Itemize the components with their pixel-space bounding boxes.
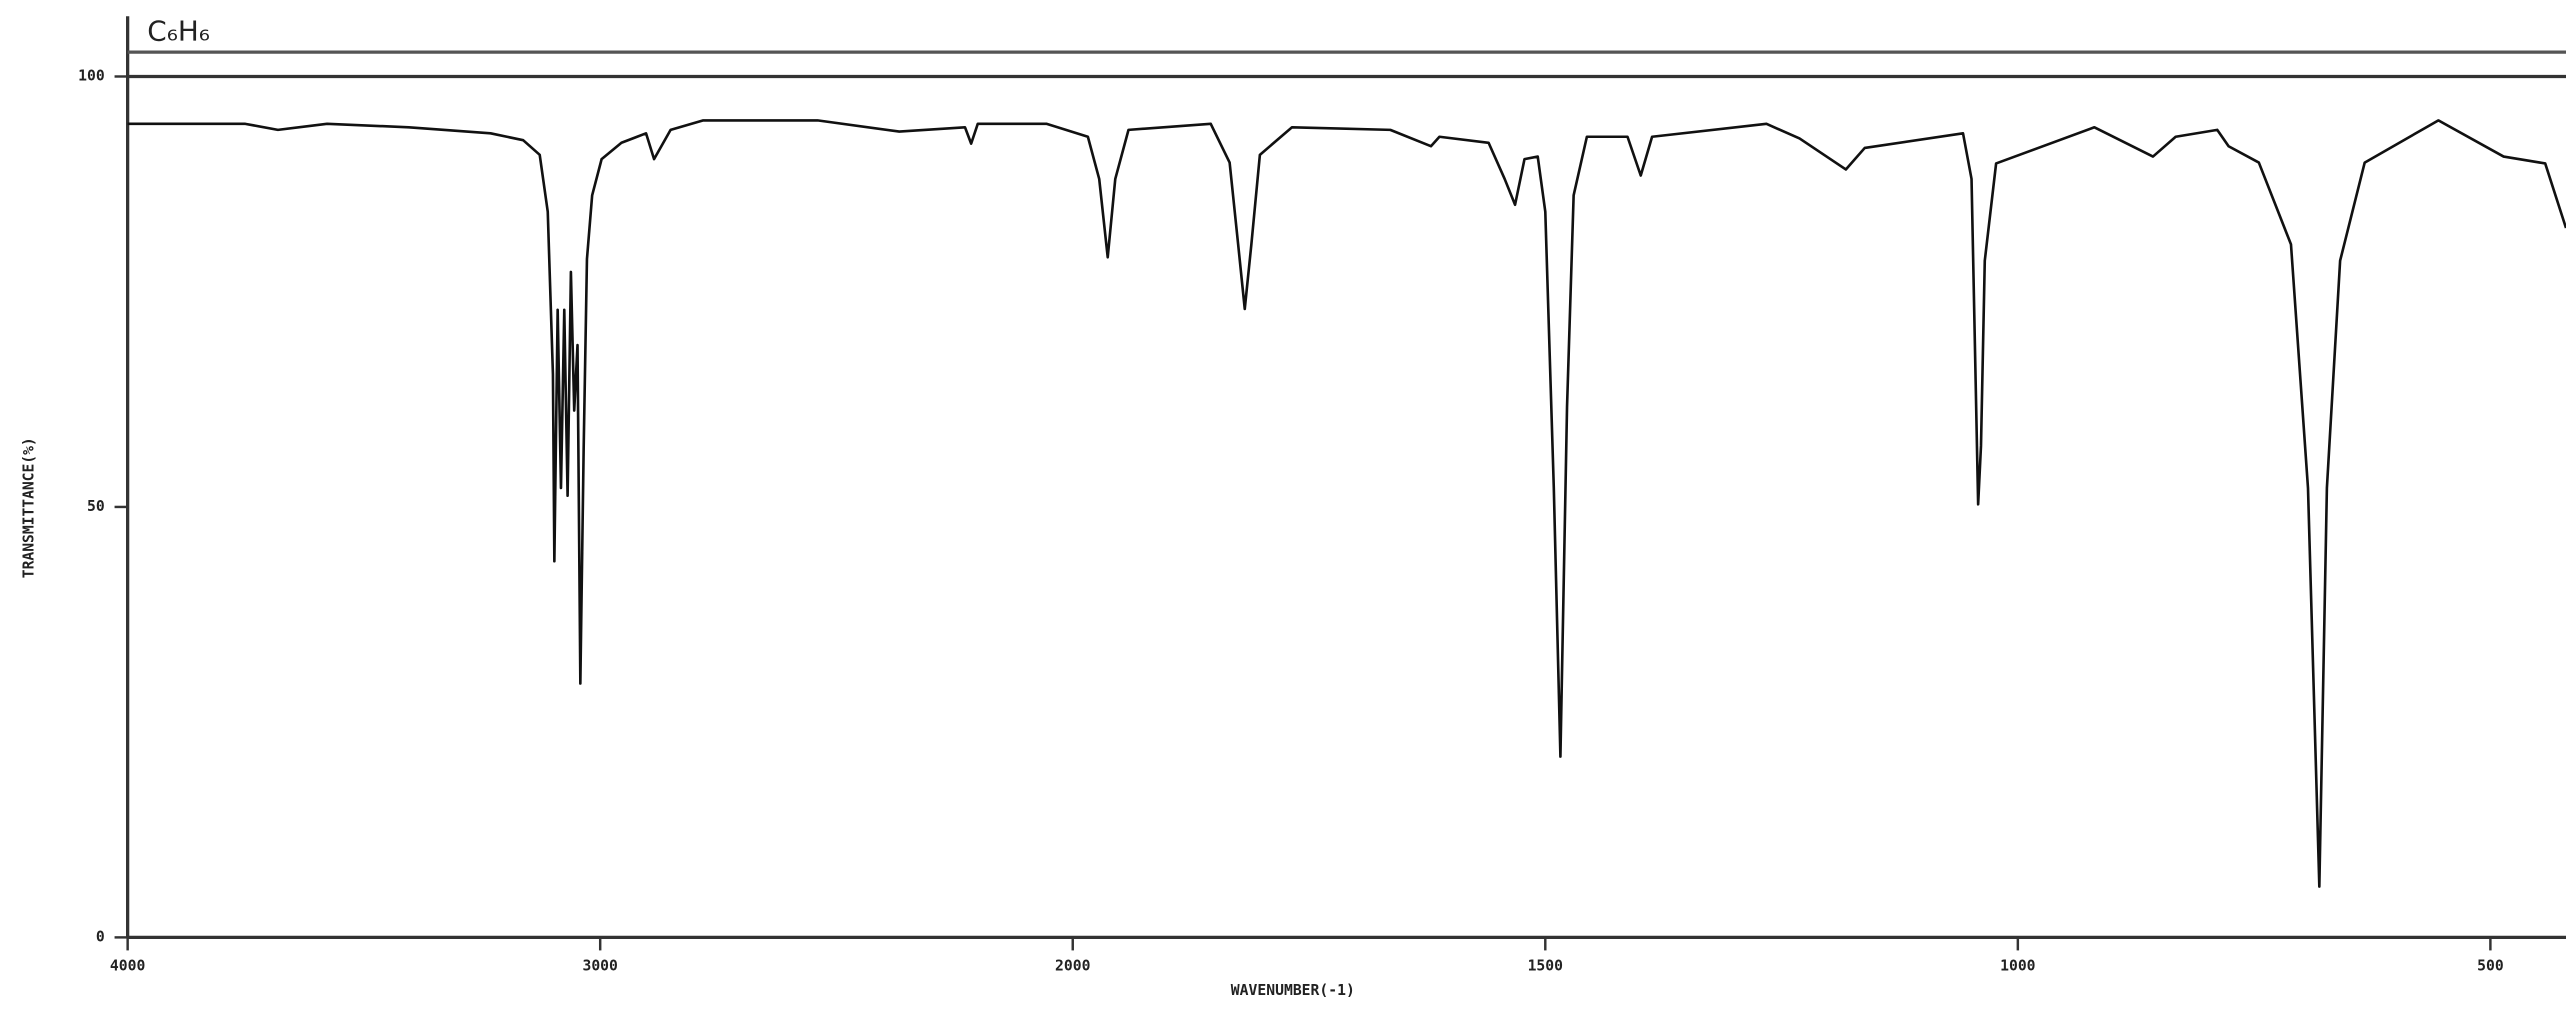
y-tick-label: 0 bbox=[96, 928, 105, 945]
x-tick-label: 1500 bbox=[1528, 958, 1563, 975]
chart-title: C₆H₆ bbox=[147, 15, 210, 48]
x-tick-label: 500 bbox=[2477, 958, 2504, 975]
x-tick-label: 2000 bbox=[1055, 958, 1090, 975]
y-tick-label: 50 bbox=[87, 498, 105, 515]
x-tick-label: 1000 bbox=[2000, 958, 2035, 975]
x-axis-label: WAVENUMBER(-1) bbox=[1231, 982, 1355, 999]
x-tick-label: 3000 bbox=[582, 958, 617, 975]
x-tick-label: 4000 bbox=[110, 958, 145, 975]
y-tick-label: 100 bbox=[78, 68, 105, 85]
spectrum-line bbox=[127, 119, 2566, 888]
y-axis-label: TRANSMITTANCE(%) bbox=[20, 437, 37, 578]
